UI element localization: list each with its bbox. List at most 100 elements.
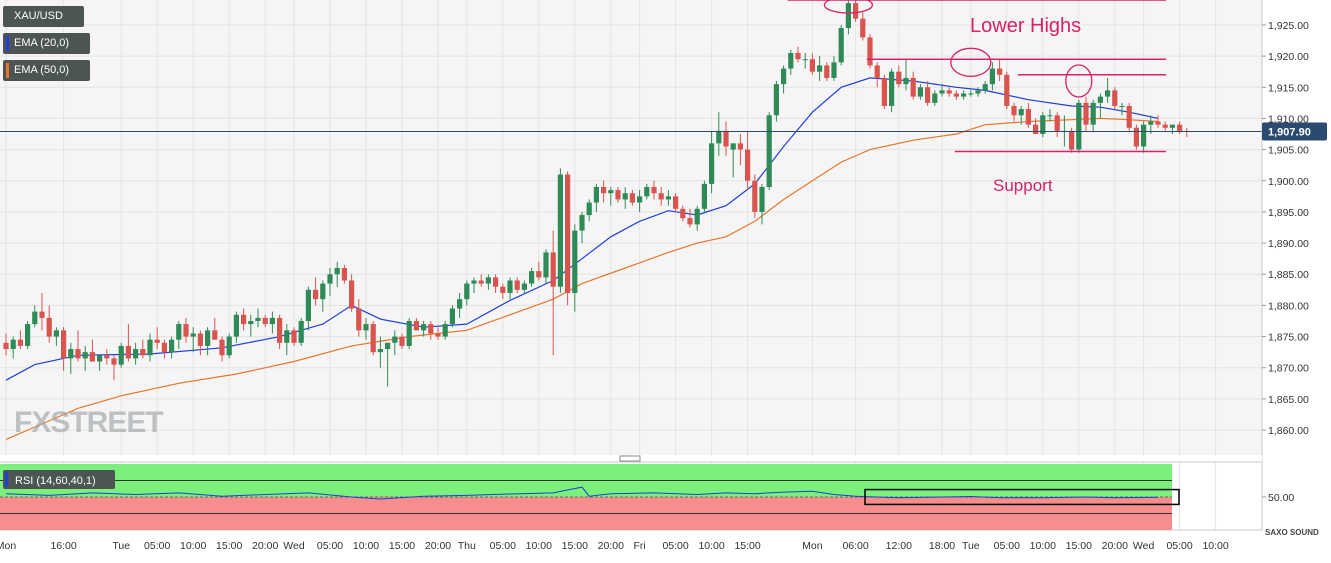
candle-body: [1148, 121, 1154, 125]
candle: [169, 336, 175, 359]
candle: [1011, 102, 1017, 122]
time-tick-label: Thu: [458, 540, 476, 552]
candle-body: [989, 68, 995, 85]
candle-body: [579, 215, 585, 231]
candle: [226, 333, 232, 359]
candle-body: [874, 65, 880, 78]
candle: [615, 186, 621, 203]
candle-body: [665, 196, 671, 200]
candle-body: [709, 143, 715, 184]
candle-body: [982, 84, 988, 91]
candle-body: [550, 252, 556, 287]
candle-body: [723, 130, 729, 147]
candle: [629, 190, 635, 206]
candle-body: [32, 311, 38, 325]
candle: [521, 280, 527, 293]
candle-body: [118, 345, 124, 365]
candle: [25, 320, 31, 350]
candle: [514, 277, 520, 293]
candle-body: [766, 115, 772, 187]
price-tick-label: 1,890.00: [1268, 238, 1309, 250]
candle: [140, 339, 146, 359]
candle-body: [809, 59, 815, 72]
high-circle: [950, 47, 992, 77]
candle-body: [529, 271, 535, 284]
candle-body: [89, 352, 95, 362]
candle-body: [694, 208, 700, 225]
candle-body: [939, 90, 945, 94]
candle-body: [392, 336, 398, 343]
price-tick-label: 1,920.00: [1268, 51, 1309, 63]
candle: [903, 59, 909, 91]
candle-body: [615, 190, 621, 200]
candle-body: [111, 358, 117, 365]
candle-body: [680, 208, 686, 219]
candle: [262, 314, 268, 328]
price-panel-background: [0, 0, 1262, 455]
candle: [781, 65, 787, 94]
candle-body: [629, 193, 635, 203]
candle-body: [1033, 124, 1039, 135]
candle: [982, 81, 988, 94]
candle: [593, 183, 599, 212]
candle-body: [406, 320, 412, 346]
candle: [1047, 109, 1053, 122]
candle-body: [291, 330, 297, 343]
candle-body: [896, 71, 902, 85]
candle: [766, 112, 772, 191]
candle: [745, 130, 751, 191]
candle: [550, 230, 556, 356]
candle: [118, 342, 124, 368]
candle: [586, 199, 592, 222]
candle: [1133, 124, 1139, 150]
candle: [1090, 99, 1096, 131]
candle-body: [205, 330, 211, 346]
symbol-swatch: [6, 9, 9, 24]
current-price-label: 1,907.90: [1268, 127, 1311, 139]
price-tick-label: 1,880.00: [1268, 300, 1309, 312]
candle-body: [277, 317, 283, 343]
candle: [377, 336, 383, 368]
candle: [644, 183, 650, 200]
candle-body: [269, 317, 275, 325]
candle: [838, 24, 844, 66]
high-circle: [1065, 64, 1093, 98]
candle-body: [190, 333, 196, 337]
candle: [867, 34, 873, 69]
time-tick-label: 15:00: [216, 540, 242, 552]
candle-body: [457, 299, 463, 309]
candle-body: [975, 90, 981, 94]
candle-body: [500, 286, 506, 293]
candle-body: [817, 65, 823, 72]
time-tick-label: 20:00: [598, 540, 624, 552]
candle: [658, 186, 664, 206]
candle-body: [658, 193, 664, 200]
candle: [917, 84, 923, 100]
candle: [284, 324, 290, 356]
candle-body: [327, 274, 333, 284]
candle: [464, 280, 470, 306]
candle-body: [10, 339, 16, 350]
candle: [1141, 121, 1147, 153]
candle: [75, 330, 81, 362]
candle-body: [262, 317, 268, 325]
candle: [759, 183, 765, 225]
candle-body: [968, 93, 974, 95]
candle-body: [349, 280, 355, 309]
candle: [1083, 96, 1089, 131]
candle: [17, 330, 23, 350]
candle: [601, 180, 607, 203]
candle-body: [673, 196, 679, 209]
candle-body: [82, 352, 88, 359]
candle-body: [233, 314, 239, 337]
candle: [241, 308, 247, 331]
candle: [320, 280, 326, 312]
candle: [61, 327, 67, 371]
candle: [853, 0, 859, 22]
legend-ema20: EMA (20,0): [3, 33, 90, 54]
candle: [89, 339, 95, 362]
candle-body: [565, 174, 571, 293]
candle: [190, 327, 196, 353]
candle-body: [1069, 130, 1075, 150]
candle-body: [1119, 105, 1125, 107]
